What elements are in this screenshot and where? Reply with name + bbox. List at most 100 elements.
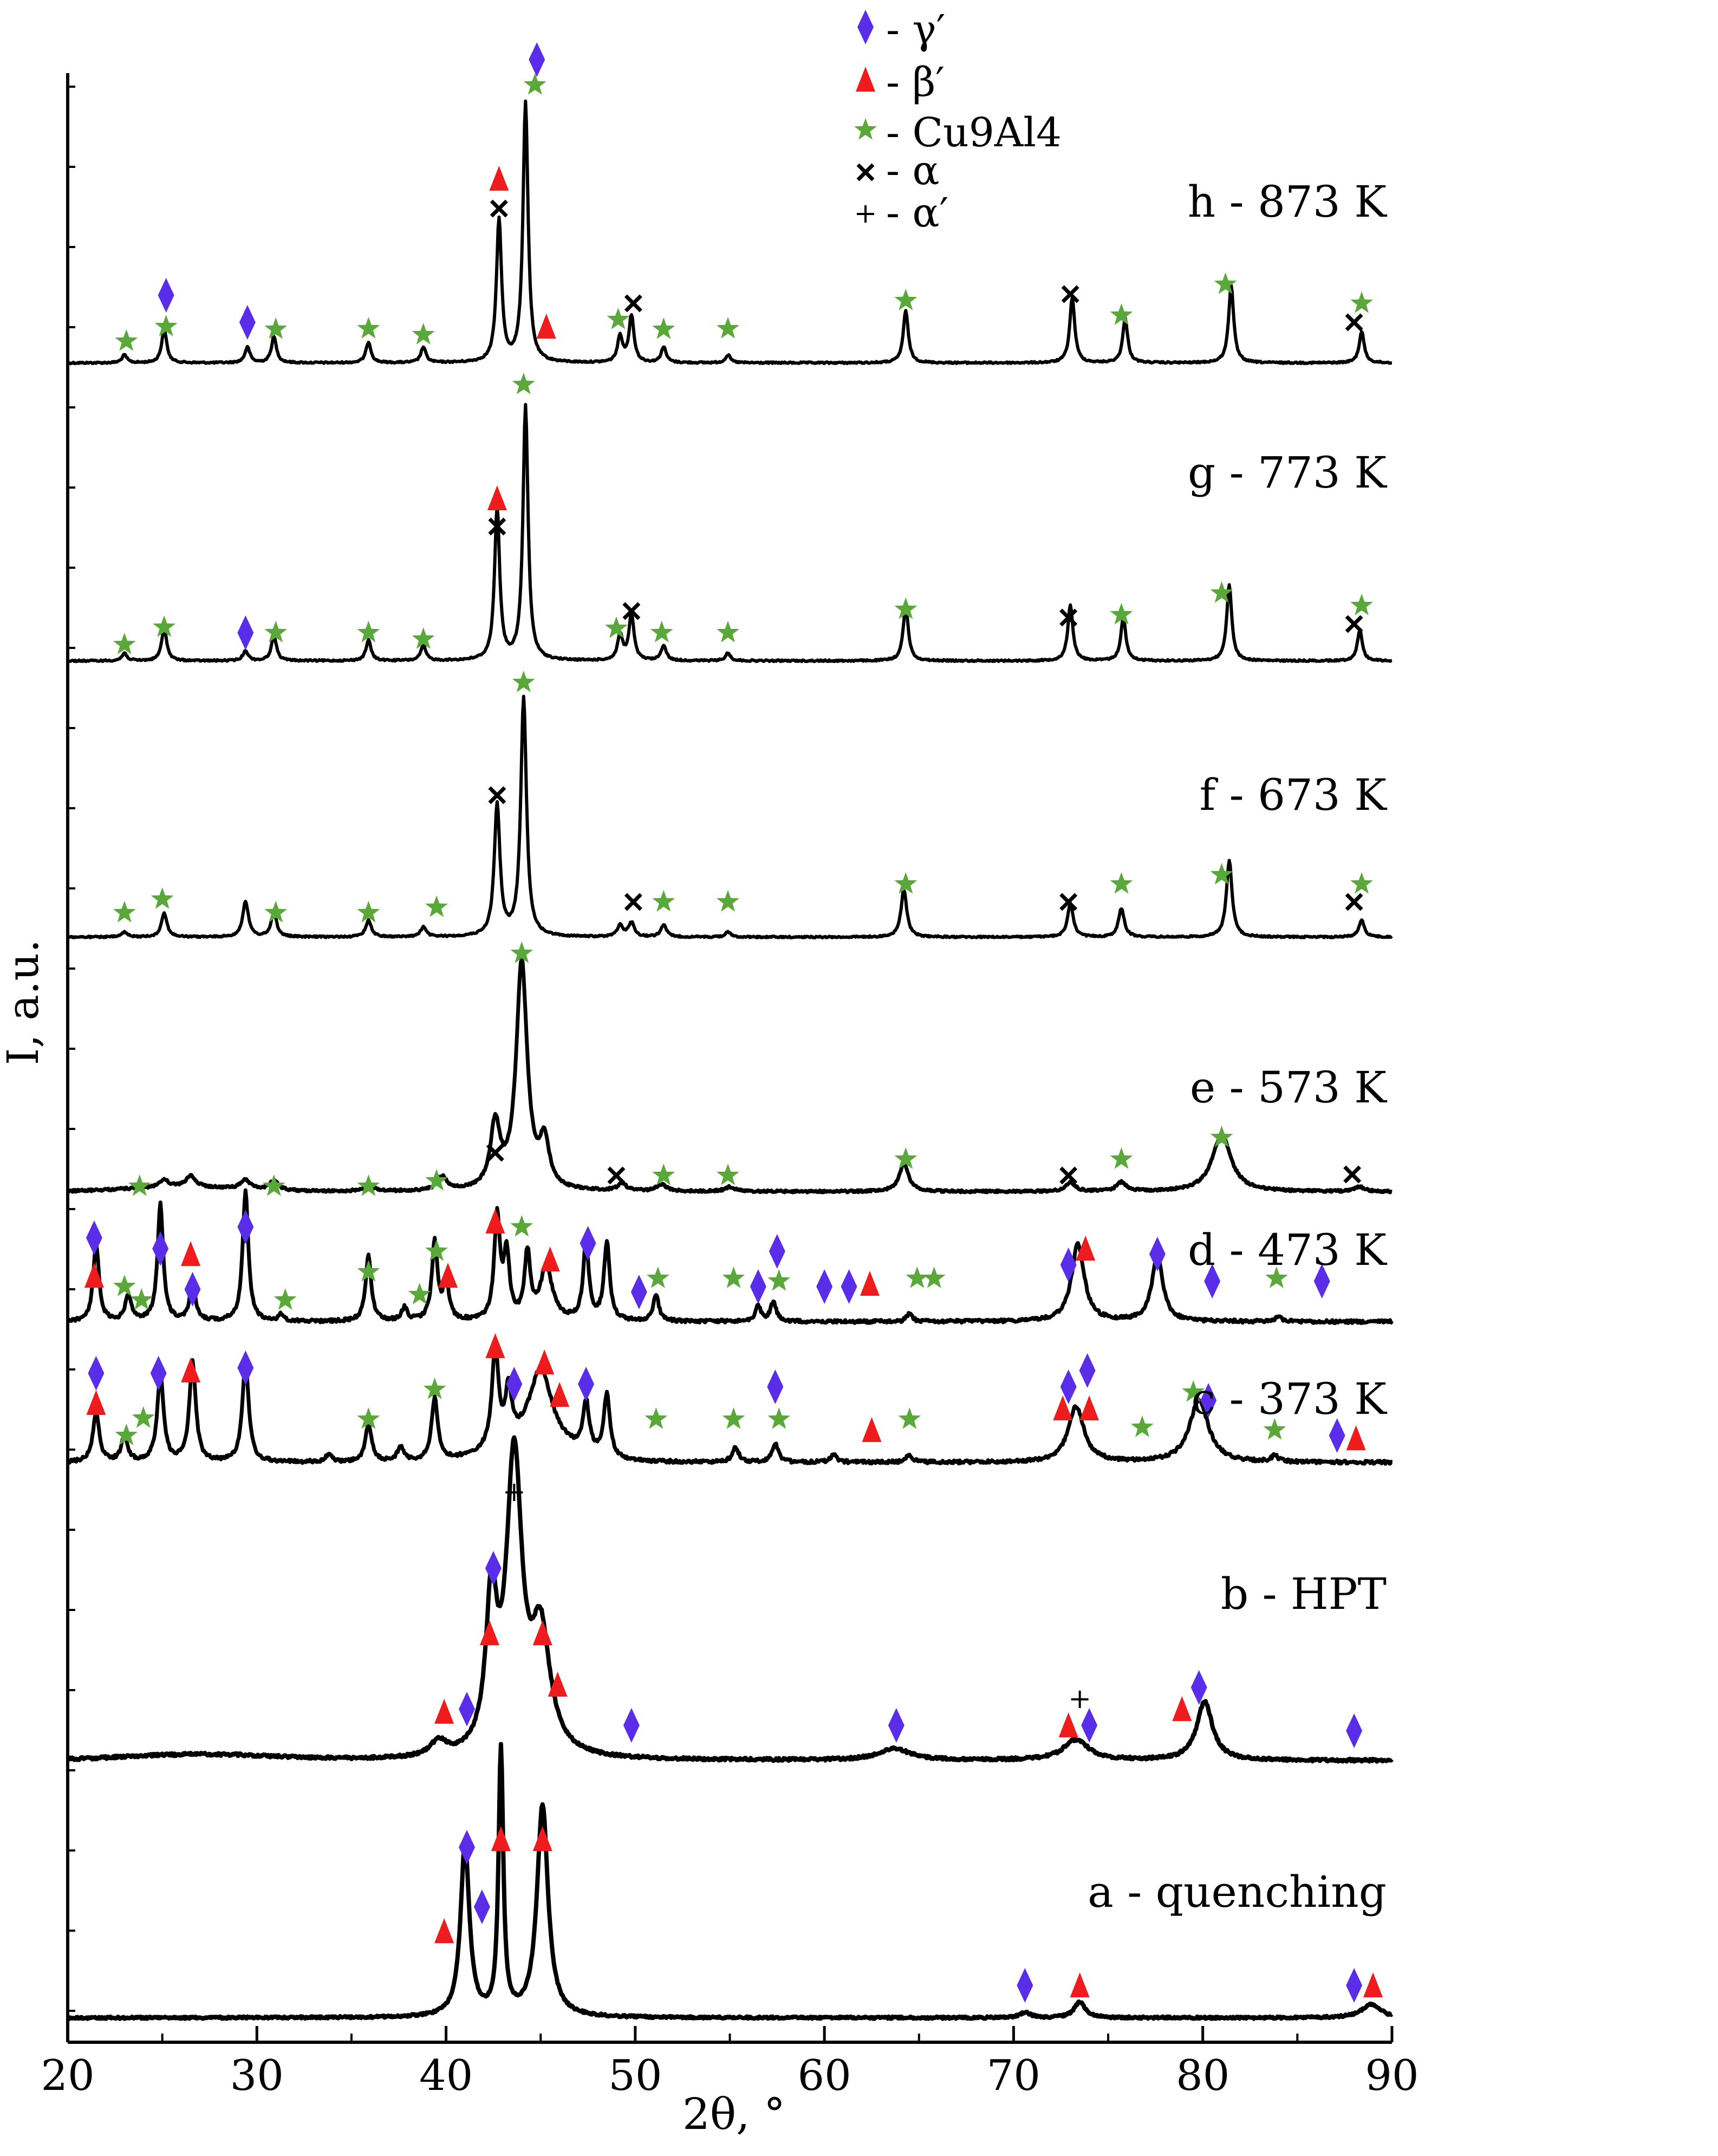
gamma-prime-marker [1190,1670,1207,1705]
legend-label: - β′ [886,59,945,106]
alpha-marker [1345,615,1363,633]
alpha-marker [1345,313,1363,332]
curve-c [66,1340,1393,1466]
gamma-prime-marker [1149,1237,1166,1271]
curve-label-h: h - 873 K [1188,177,1388,227]
beta-prime-marker [860,1271,880,1296]
x-tick-label: 80 [1176,2051,1229,2100]
cu9al4-marker [128,1174,151,1196]
alpha-marker [624,893,642,911]
cu9al4-marker [425,895,448,917]
beta-prime-marker [181,1241,201,1266]
alpha-marker [622,602,641,620]
legend: - γ′ - β′- Cu9Al4- α- α′ [854,7,1062,236]
beta-prime-marker [1079,1395,1099,1420]
gamma-prime-marker [767,1369,784,1404]
cu9al4-marker [264,317,288,339]
cu9al4-marker [153,615,176,637]
gamma-prime-marker [88,1356,105,1391]
curve-label-g: g - 773 K [1188,447,1387,498]
gamma-prime-marker [1204,1264,1221,1298]
cu9al4-marker [357,1260,380,1282]
legend-alpha-icon [856,163,875,181]
cu9al4-marker [408,1283,431,1304]
phase-markers [84,42,1383,2003]
alpha-marker [624,294,642,313]
cu9al4-marker [412,627,435,649]
alpha-marker [1345,893,1363,911]
beta-prime-marker [485,1209,505,1233]
beta-prime-marker [532,1620,552,1645]
cu9al4-marker [512,373,535,394]
cu9al4-marker [264,901,288,923]
cu9al4-marker [154,315,178,336]
cu9al4-marker [113,633,136,654]
cu9al4-marker [425,1169,448,1191]
gamma-prime-marker [1060,1369,1077,1404]
x-axis-title: 2θ, ° [682,2089,785,2139]
alpha-prime-marker [1071,1691,1089,1708]
curve-h [67,99,1393,366]
beta-prime-marker [1053,1395,1073,1420]
gamma-prime-marker [1329,1418,1345,1453]
curve-f [67,694,1393,940]
x-tick-label: 90 [1365,2051,1418,2100]
beta-prime-marker [491,1826,511,1851]
cu9al4-marker [1182,1380,1205,1402]
cu9al4-marker [894,1147,917,1169]
cu9al4-marker [523,73,546,95]
cu9al4-marker [645,1407,668,1429]
curve-b [66,1435,1394,1764]
cu9al4-marker [722,1407,745,1429]
cu9al4-marker [1350,594,1373,615]
gamma-prime-marker [237,1210,254,1244]
x-tick-label: 30 [230,2051,284,2100]
diffraction-curves [66,99,1394,2021]
gamma-prime-marker [580,1226,596,1261]
gamma-prime-marker [506,1367,523,1401]
beta-prime-marker [548,1672,568,1697]
cu9al4-marker [922,1267,946,1288]
cu9al4-marker [412,323,435,345]
axes [66,73,1392,2044]
cu9al4-marker [357,317,380,339]
alpha-marker [486,1144,504,1162]
cu9al4-marker [722,1267,745,1288]
gamma-prime-marker [1079,1353,1096,1388]
beta-prime-marker [1070,1972,1090,1997]
cu9al4-marker [357,1174,380,1196]
x-tick-label: 40 [419,2051,473,2100]
gamma-prime-marker [888,1708,904,1743]
cu9al4-marker [650,621,673,642]
alpha-marker [490,199,508,218]
beta-prime-marker [1346,1425,1366,1450]
beta-prime-marker [1363,1972,1383,1997]
y-ticks [68,86,75,2012]
cu9al4-marker [607,308,630,329]
curve-d [66,1188,1394,1326]
cu9al4-marker [357,1407,380,1429]
beta-prime-marker [434,1699,454,1724]
cu9al4-marker [115,329,138,351]
alpha-marker [488,517,506,536]
cu9al4-marker [113,1275,136,1296]
beta-prime-marker [487,485,507,510]
beta-prime-marker [434,1918,454,1943]
beta-prime-marker [489,166,509,191]
gamma-prime-marker [485,1551,502,1586]
cu9al4-marker [1110,872,1133,894]
curve-label-f: f - 673 K [1200,770,1388,820]
cu9al4-marker [1110,603,1133,625]
beta-prime-marker [438,1263,458,1288]
x-tick-label: 50 [608,2051,662,2100]
legend-label: - α [886,147,940,194]
cu9al4-marker [1210,1126,1233,1147]
cu9al4-marker [510,1215,533,1237]
cu9al4-marker [1210,863,1233,885]
cu9al4-marker [423,1378,446,1399]
cu9al4-marker [767,1407,791,1429]
cu9al4-marker [646,1267,669,1288]
cu9al4-marker [898,1407,921,1429]
legend-label: - α′ [886,190,948,236]
gamma-prime-marker [1017,1968,1033,2003]
